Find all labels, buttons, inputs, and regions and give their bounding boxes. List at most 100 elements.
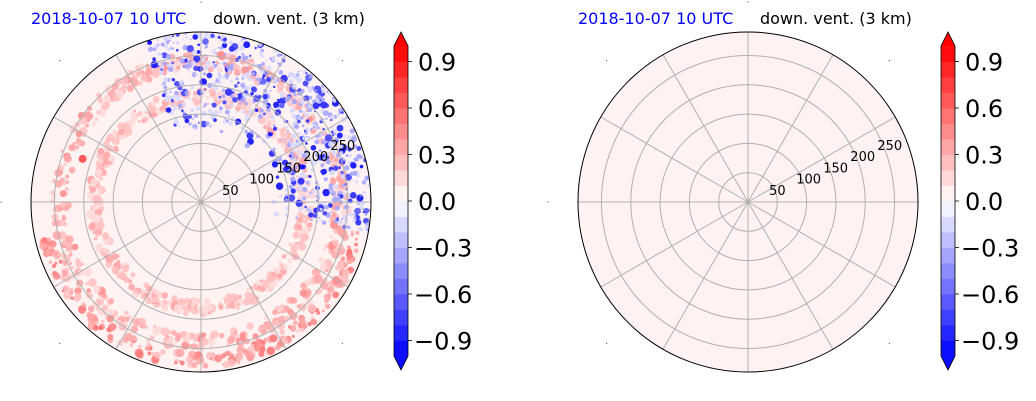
field-patch-positive xyxy=(267,271,272,275)
field-patch-positive xyxy=(86,291,93,299)
field-patch-negative xyxy=(304,131,308,135)
field-patch-negative xyxy=(240,97,246,103)
field-patch-positive xyxy=(177,297,185,306)
field-patch-negative xyxy=(246,86,250,90)
field-patch-negative xyxy=(251,73,255,76)
field-patch-negative xyxy=(244,142,250,149)
angular-tick-dot xyxy=(341,342,343,344)
field-patch-negative xyxy=(355,219,362,226)
field-patch-positive xyxy=(251,344,255,348)
field-patch-negative xyxy=(167,48,171,52)
field-patch-negative xyxy=(284,170,288,173)
field-patch-positive xyxy=(310,318,318,326)
colorbar-level xyxy=(394,139,408,155)
field-patch-negative xyxy=(278,157,282,161)
field-patch-negative xyxy=(341,183,346,188)
field-patch-negative xyxy=(297,71,300,73)
field-patch-negative xyxy=(210,66,213,69)
field-patch-negative xyxy=(218,80,223,85)
field-patch-positive xyxy=(246,322,254,330)
field-patch-positive xyxy=(258,346,266,353)
field-patch-negative xyxy=(273,105,277,109)
colorbar-level xyxy=(941,46,955,62)
colorbar-level xyxy=(394,61,408,78)
colorbar-level xyxy=(941,247,955,264)
field-patch-negative xyxy=(352,219,357,223)
field-patch-negative xyxy=(156,38,160,42)
field-patch-positive xyxy=(321,309,325,313)
field-patch-negative xyxy=(168,66,174,73)
field-patch-negative xyxy=(269,131,272,133)
field-patch-negative xyxy=(161,93,166,98)
field-patch-negative xyxy=(212,61,215,64)
field-patch-positive xyxy=(91,121,97,127)
field-patch-negative xyxy=(292,158,297,162)
right-cbtick-6: −0.9 xyxy=(961,328,1019,356)
grid-spoke xyxy=(200,54,287,203)
field-patch-positive xyxy=(134,348,144,358)
field-patch-negative xyxy=(147,40,153,46)
field-patch-negative xyxy=(320,163,325,168)
field-patch-negative xyxy=(314,89,318,92)
field-patch-positive xyxy=(291,334,295,338)
field-patch-negative xyxy=(270,90,273,92)
right-polar-frame xyxy=(577,31,919,373)
field-patch-negative xyxy=(227,105,230,108)
field-patch-positive xyxy=(134,72,137,75)
colorbar-level xyxy=(941,108,955,124)
field-patch-positive xyxy=(236,306,240,310)
field-patch-negative xyxy=(166,41,170,45)
field-patch-positive xyxy=(171,295,177,302)
field-patch-positive xyxy=(137,119,142,124)
field-patch-negative xyxy=(301,124,305,128)
field-patch-negative xyxy=(344,165,350,171)
field-patch-negative xyxy=(205,45,209,49)
field-patch-negative xyxy=(267,131,273,137)
field-patch-positive xyxy=(323,247,328,252)
angular-tick-dot xyxy=(606,60,608,62)
field-patch-negative xyxy=(350,136,357,142)
field-patch-negative xyxy=(349,171,354,176)
field-patch-positive xyxy=(327,286,335,293)
field-patch-negative xyxy=(236,72,239,75)
field-patch-negative xyxy=(219,129,224,134)
field-patch-positive xyxy=(86,311,93,318)
field-patch-positive xyxy=(163,300,168,305)
field-patch-positive xyxy=(304,210,308,214)
field-patch-positive xyxy=(209,334,216,340)
field-patch-positive xyxy=(324,298,329,304)
field-patch-negative xyxy=(165,53,171,59)
field-patch-negative xyxy=(228,40,234,45)
field-patch-negative xyxy=(237,81,240,85)
field-patch-negative xyxy=(303,95,310,102)
field-patch-negative xyxy=(197,43,200,47)
colorbar-level xyxy=(941,123,955,140)
field-patch-positive xyxy=(97,243,103,249)
field-patch-negative xyxy=(290,133,297,139)
field-patch-positive xyxy=(181,305,188,312)
field-patch-positive xyxy=(160,327,170,337)
field-patch-positive xyxy=(128,283,135,291)
field-patch-positive xyxy=(83,310,86,313)
field-patch-positive xyxy=(139,69,145,75)
field-patch-negative xyxy=(287,169,293,175)
field-patch-positive xyxy=(270,119,276,125)
field-patch-negative xyxy=(301,110,305,113)
left-colorbar xyxy=(393,31,412,371)
field-patch-negative xyxy=(278,107,281,110)
right-colorbar xyxy=(940,31,959,371)
field-patch-negative xyxy=(330,190,336,196)
field-patch-positive xyxy=(140,74,149,82)
field-patch-positive xyxy=(97,147,105,155)
field-patch-positive xyxy=(53,251,59,257)
field-patch-negative xyxy=(245,55,249,60)
field-patch-negative xyxy=(226,77,229,80)
colorbar-level xyxy=(394,325,408,341)
right-rtick-150: 150 xyxy=(823,161,848,176)
field-patch-negative xyxy=(224,109,230,115)
field-patch-negative xyxy=(193,54,201,63)
field-patch-positive xyxy=(63,154,72,163)
field-patch-positive xyxy=(237,360,241,365)
field-patch-negative xyxy=(228,52,232,56)
